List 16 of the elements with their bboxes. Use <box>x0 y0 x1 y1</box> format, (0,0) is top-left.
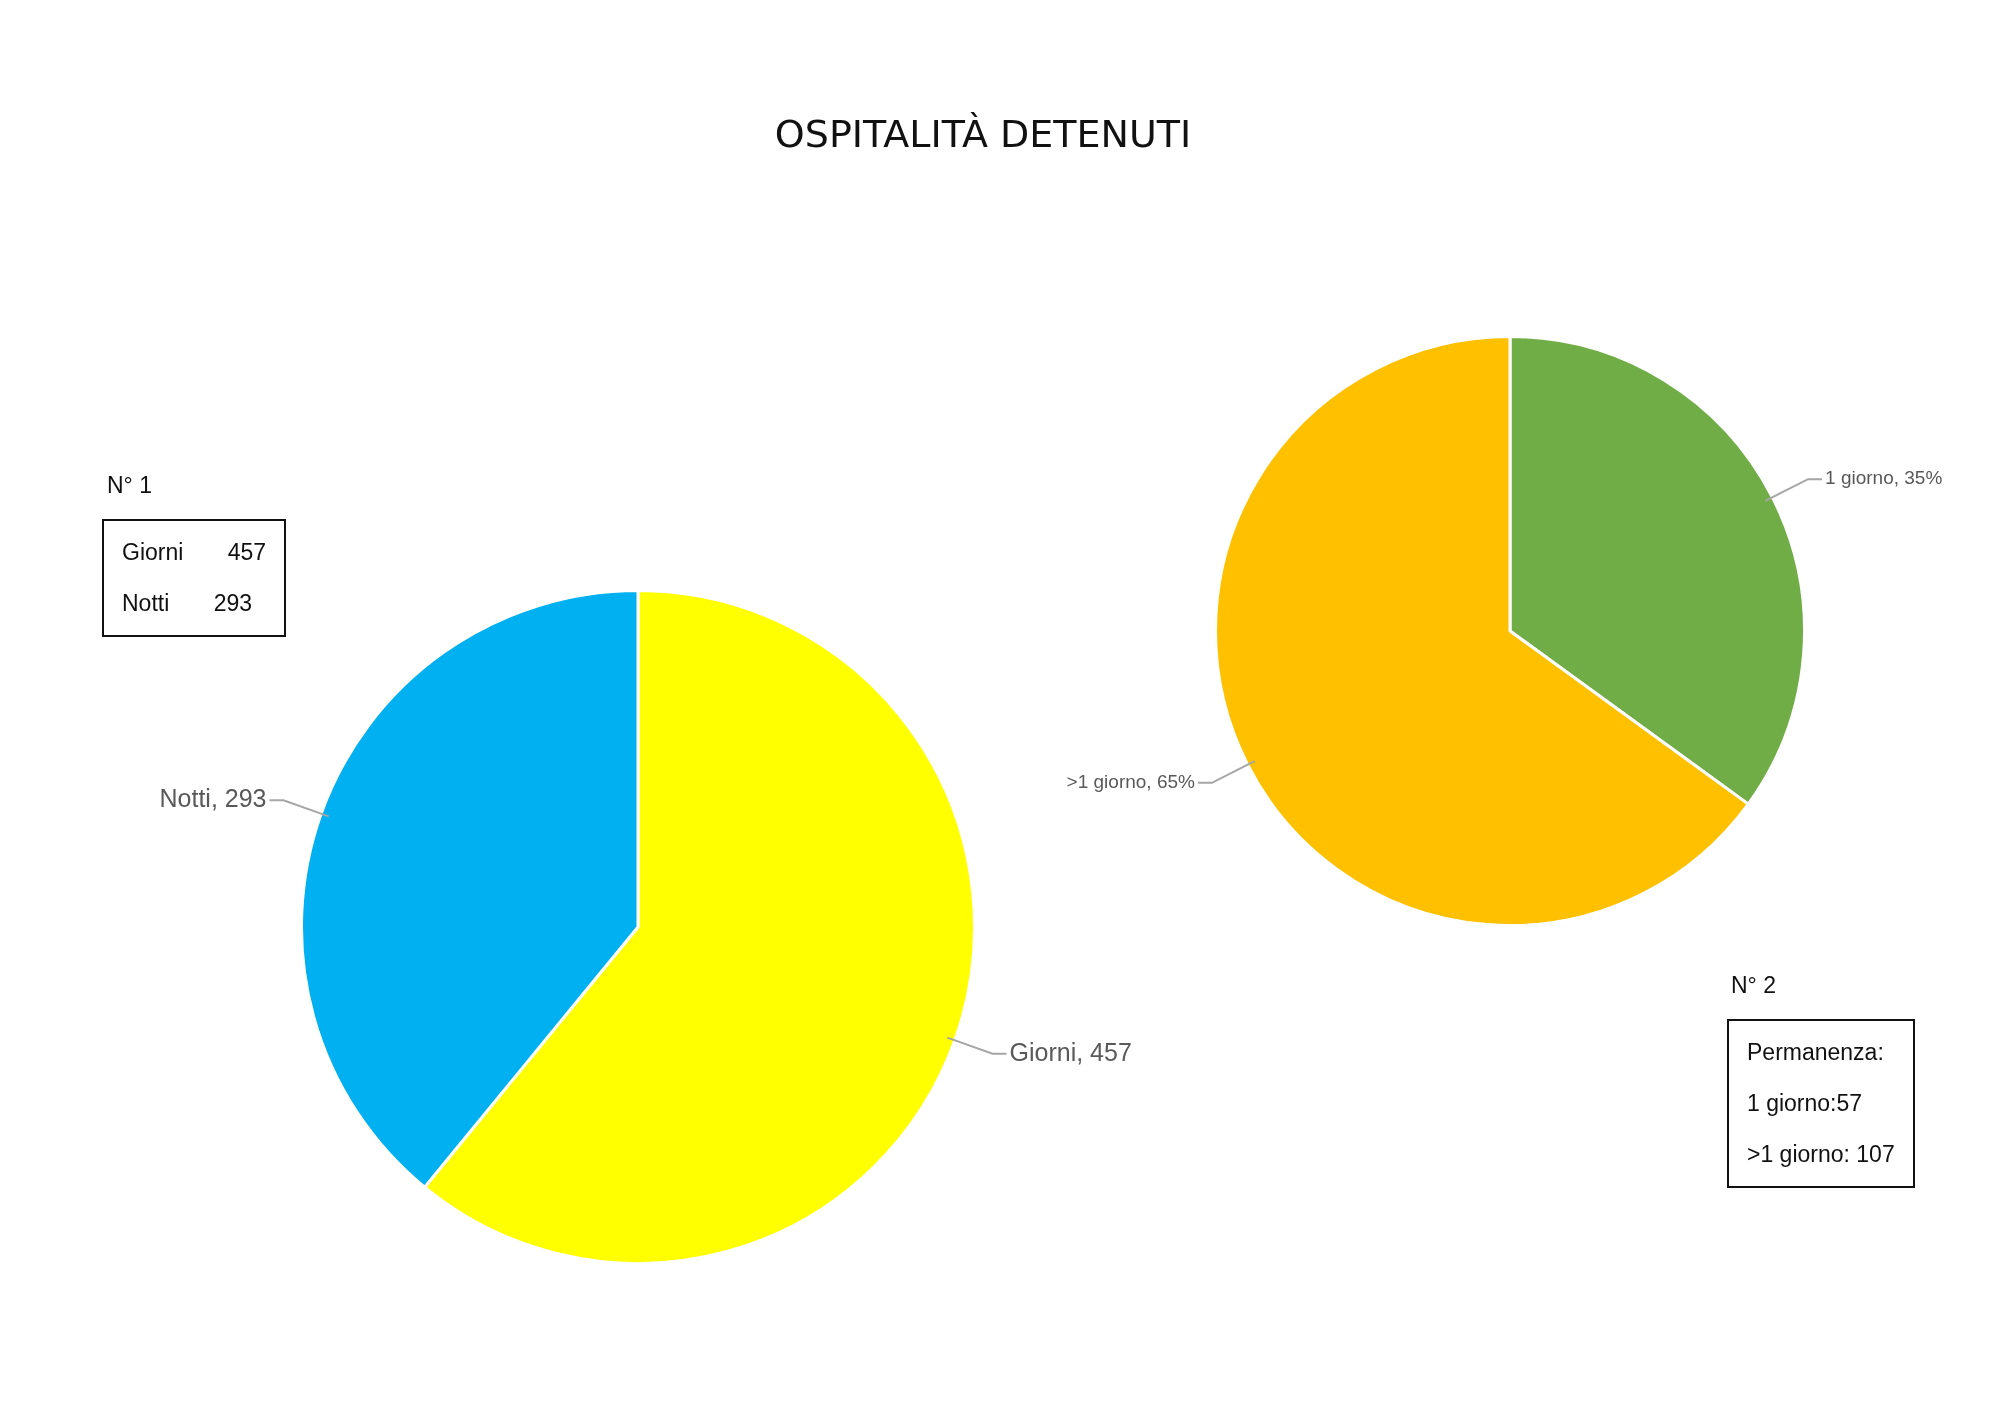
text: Giorni 457 <box>122 538 267 567</box>
slice-label: 1 giorno <box>1825 467 1894 489</box>
chart-title: OSPITALITÀ DETENUTI <box>773 112 1193 156</box>
slice-label: Notti <box>159 784 211 813</box>
text: N° 2 <box>1731 972 1776 999</box>
data-label: , 65% <box>1146 771 1196 793</box>
text: >1 giorno: 107 <box>1747 1140 1895 1169</box>
data-label: , 35% <box>1893 467 1943 489</box>
slice-label: >1 giorno <box>1066 771 1147 793</box>
data-label: , 457 <box>1076 1037 1132 1066</box>
text: Permanenza: <box>1747 1038 1885 1067</box>
text: 1 giorno:57 <box>1747 1089 1864 1118</box>
slice-label: Giorni <box>1009 1037 1077 1066</box>
data-label: , 293 <box>210 784 267 813</box>
text: N° 1 <box>107 472 152 499</box>
text: Notti 293 <box>122 589 254 618</box>
